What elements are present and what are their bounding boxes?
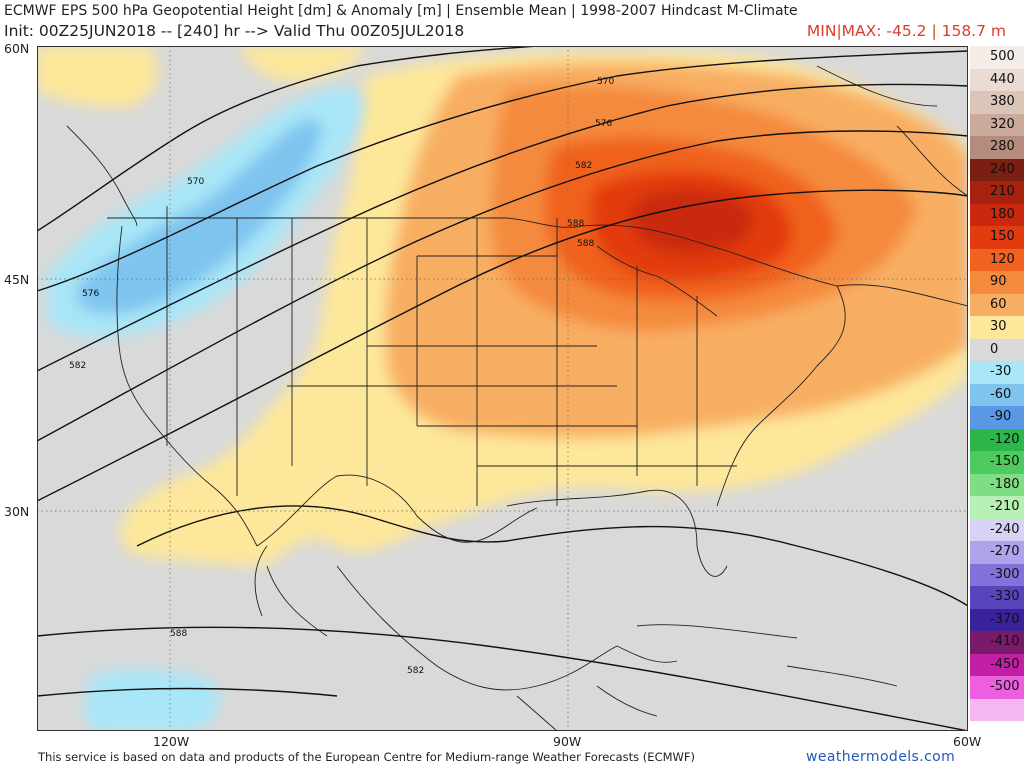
legend-label: 30 — [990, 319, 1007, 334]
legend-swatch — [970, 428, 1024, 451]
legend-swatch — [970, 518, 1024, 541]
contour-label: 582 — [575, 161, 592, 171]
legend-swatch — [970, 563, 1024, 586]
init-valid-line: Init: 00Z25JUN2018 -- [240] hr --> Valid… — [4, 22, 465, 40]
legend-swatch — [970, 181, 1024, 204]
legend-label: 60 — [990, 296, 1007, 312]
legend-swatch — [970, 361, 1024, 384]
legend-swatch — [970, 203, 1024, 226]
lon-label-120w: 120W — [153, 734, 190, 749]
lon-label-60w: 60W — [953, 734, 982, 749]
contour-label: 582 — [69, 361, 86, 371]
legend-label: -240 — [990, 521, 1020, 537]
legend-label: -410 — [990, 634, 1020, 649]
legend-label: 120 — [990, 251, 1015, 267]
legend-swatch — [970, 473, 1024, 496]
legend-swatch — [970, 248, 1024, 271]
legend-label: -330 — [990, 589, 1020, 604]
legend-label: -450 — [990, 656, 1020, 672]
contour-labels: 570 576 582 588 570 576 582 588 582 588 — [69, 77, 614, 676]
legend-swatch — [970, 586, 1024, 609]
lat-label-60n: 60N — [4, 41, 30, 56]
legend-label: -30 — [990, 364, 1012, 379]
legend-label: 320 — [990, 116, 1015, 132]
contour-label: 588 — [170, 629, 187, 639]
contour-label: 570 — [597, 77, 614, 87]
legend-swatch — [970, 338, 1024, 361]
legend-label: -120 — [990, 431, 1020, 447]
legend-label: 0 — [990, 341, 999, 357]
contour-label: 570 — [187, 177, 204, 187]
legend-swatch — [970, 91, 1024, 114]
legend-swatch — [970, 631, 1024, 654]
legend-swatch — [970, 158, 1024, 181]
contour-label: 576 — [82, 289, 99, 299]
legend-swatch — [970, 383, 1024, 406]
contour-label: 582 — [407, 666, 424, 676]
legend-label: -180 — [990, 476, 1020, 492]
legend-label: 240 — [990, 161, 1015, 177]
legend-label: -90 — [990, 409, 1012, 424]
legend-swatch — [970, 271, 1024, 294]
legend-label: 150 — [990, 229, 1015, 244]
anomaly-map[interactable]: 570 576 582 588 570 576 582 588 582 588 — [37, 46, 968, 731]
legend-swatch — [970, 608, 1024, 631]
legend-label: 90 — [990, 274, 1007, 289]
legend-label: -60 — [990, 386, 1012, 402]
positive-anomaly-field — [37, 46, 968, 566]
legend-label: -300 — [990, 566, 1020, 582]
legend-swatch — [970, 698, 1024, 721]
legend-label: 210 — [990, 184, 1015, 199]
legend-swatch — [970, 676, 1024, 699]
height-contours — [37, 46, 968, 731]
legend-label: -150 — [990, 454, 1020, 469]
legend-swatch — [970, 496, 1024, 519]
ecmwf-credit: This service is based on data and produc… — [38, 750, 695, 764]
legend-swatch — [970, 293, 1024, 316]
lat-label-45n: 45N — [4, 272, 30, 287]
legend-label: 180 — [990, 206, 1015, 222]
legend-swatch — [970, 451, 1024, 474]
contour-label: 588 — [577, 239, 594, 249]
brand-link[interactable]: weathermodels.com — [806, 749, 956, 765]
lat-label-30n: 30N — [4, 504, 30, 519]
legend-swatch — [970, 226, 1024, 249]
chart-title: ECMWF EPS 500 hPa Geopotential Height [d… — [4, 3, 798, 19]
legend-label: -500 — [990, 679, 1020, 694]
graticule — [37, 46, 968, 731]
contour-label: 576 — [595, 119, 612, 129]
legend-swatch — [970, 406, 1024, 429]
lon-label-90w: 90W — [553, 734, 582, 749]
legend-label: 500 — [990, 49, 1015, 64]
legend-label: 380 — [990, 94, 1015, 109]
legend-label: -270 — [990, 544, 1020, 559]
legend-swatch — [970, 653, 1024, 676]
legend-swatch — [970, 68, 1024, 91]
legend-label: -210 — [990, 499, 1020, 514]
legend-swatch — [970, 136, 1024, 159]
legend-swatch — [970, 541, 1024, 564]
min-max-readout: MIN|MAX: -45.2 | 158.7 m — [806, 22, 1006, 40]
legend-swatch — [970, 46, 1024, 69]
boundary-lines — [66, 65, 968, 731]
legend-swatch — [970, 316, 1024, 339]
legend-label: -370 — [990, 611, 1020, 627]
legend-label: 440 — [990, 71, 1015, 87]
color-legend: 500 440 380 320 280 240 210 180 150 120 90 60 30 0 -30… — [970, 46, 1024, 722]
negative-anomaly-field — [47, 87, 364, 731]
contour-label: 588 — [567, 219, 584, 229]
legend-swatch — [970, 113, 1024, 136]
legend-label: 280 — [990, 139, 1015, 154]
